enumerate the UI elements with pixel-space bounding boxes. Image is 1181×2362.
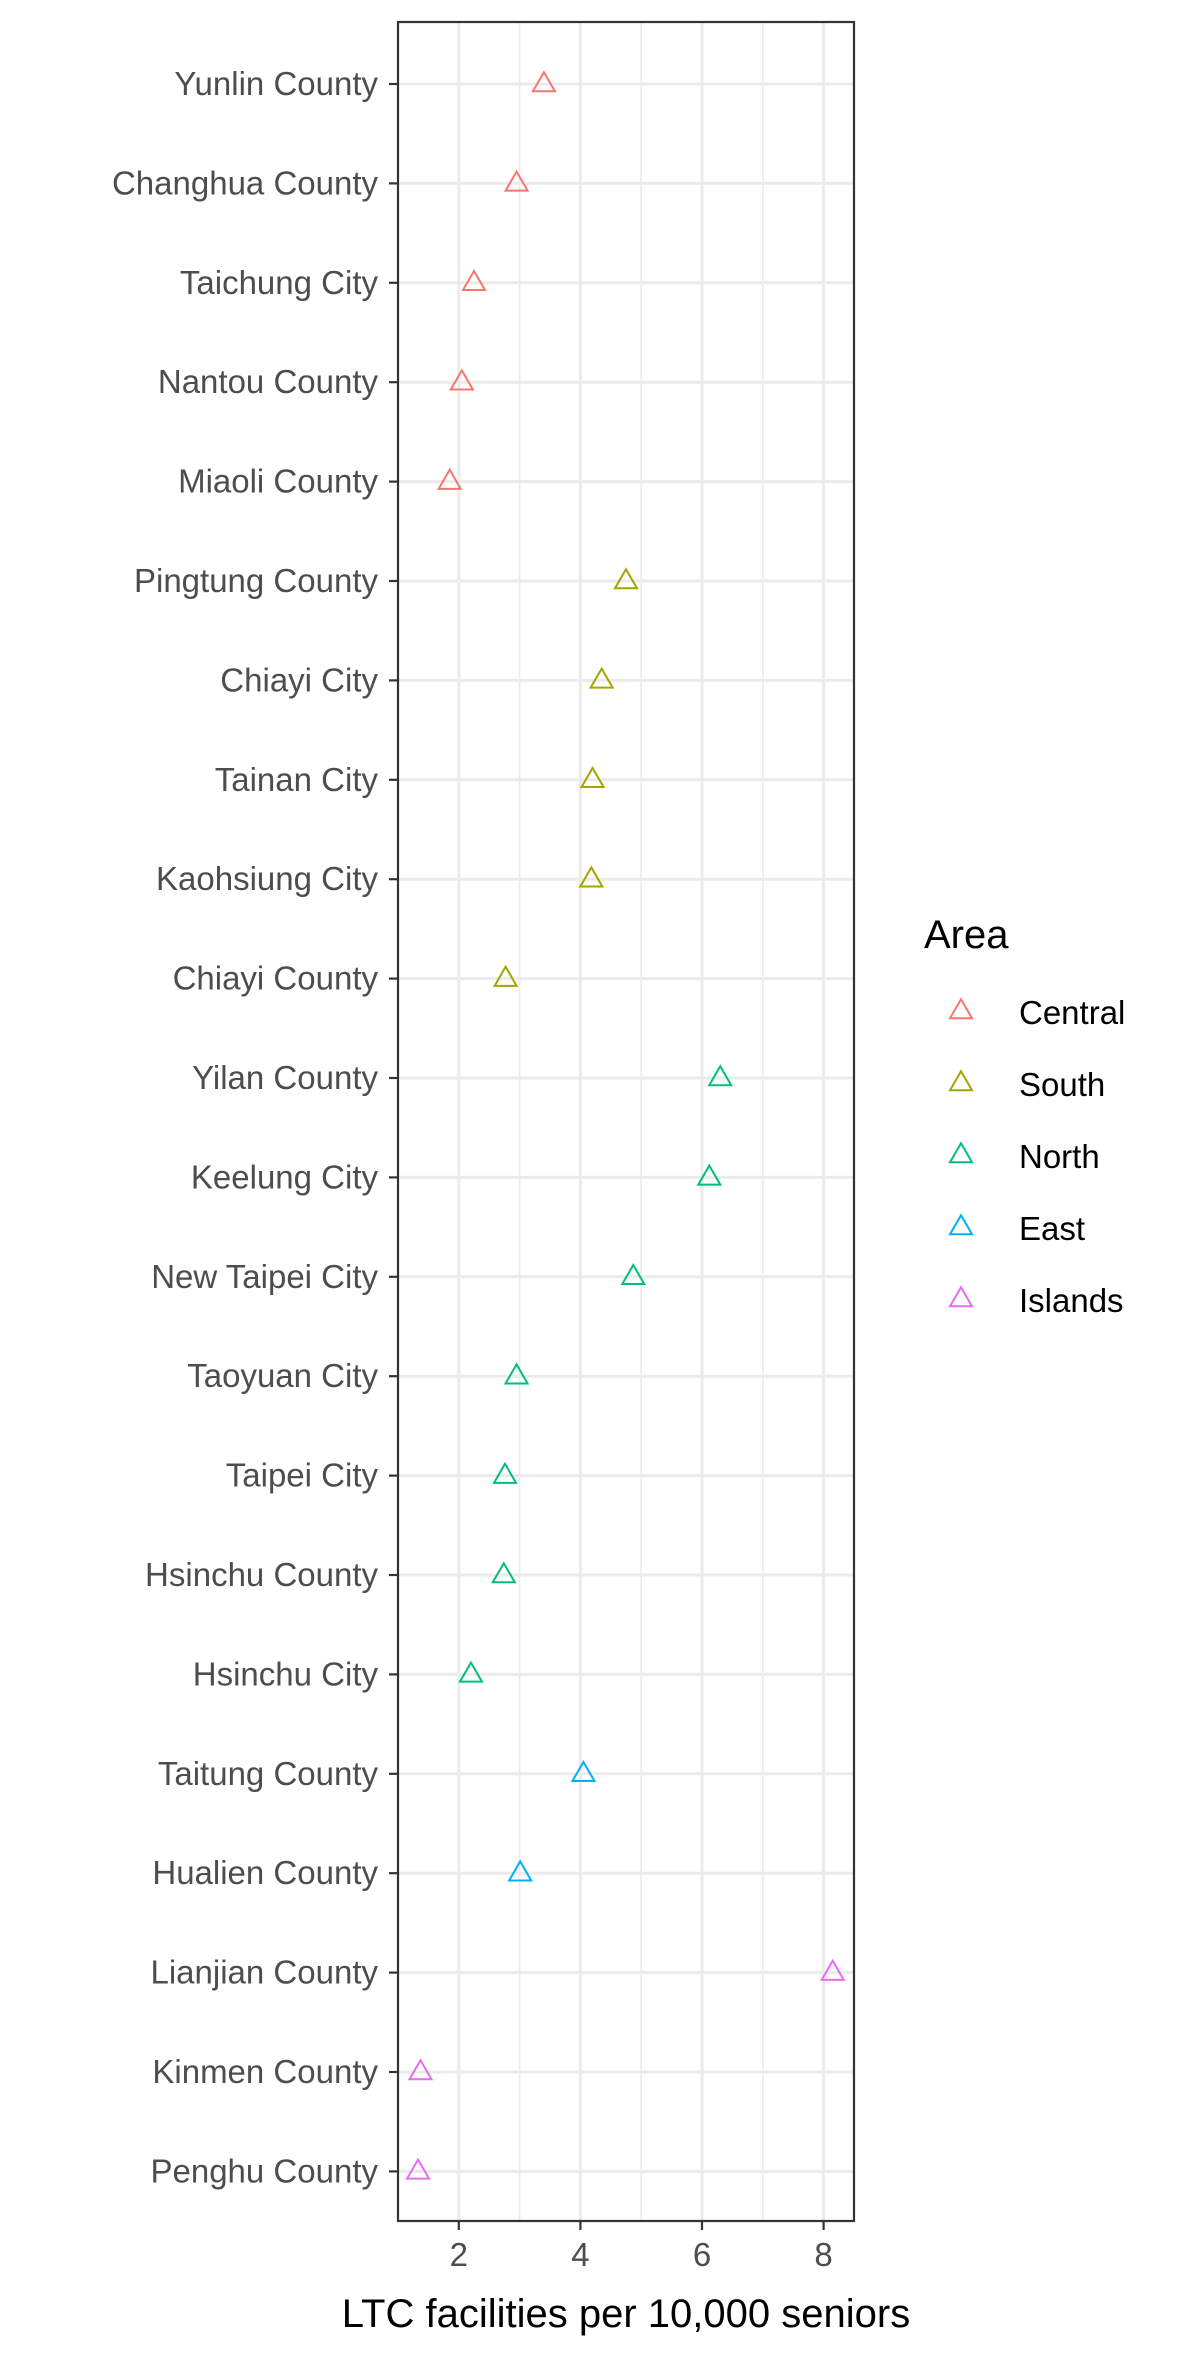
y-tick-label-taitung-county: Taitung County	[158, 1755, 379, 1792]
y-tick-label-penghu-county: Penghu County	[150, 2152, 378, 2189]
data-point-yunlin-county	[531, 70, 557, 93]
data-point-kinmen-county	[407, 2058, 434, 2081]
data-point-miaoli-county	[436, 467, 463, 490]
data-point-taoyuan-city	[503, 1362, 530, 1385]
y-tick-label-pingtung-county: Pingtung County	[134, 562, 379, 599]
legend-key-north	[948, 1141, 974, 1164]
data-point-nantou-county	[449, 368, 475, 391]
data-point-hsinchu-city	[458, 1660, 484, 1683]
y-tick-label-tainan-city: Tainan City	[215, 761, 379, 798]
grid-lines	[398, 22, 854, 2221]
y-tick-label-new-taipei-city: New Taipei City	[151, 1258, 378, 1295]
y-tick-label-kinmen-county: Kinmen County	[152, 2053, 378, 2090]
data-point-penghu-county	[405, 2157, 431, 2180]
x-tick-label: 6	[693, 2236, 711, 2273]
y-tick-label-nantou-county: Nantou County	[158, 363, 379, 400]
x-tick-label: 4	[571, 2236, 589, 2273]
y-tick-label-taipei-city: Taipei City	[226, 1457, 379, 1494]
x-axis-title: LTC facilities per 10,000 seniors	[342, 2292, 910, 2336]
data-points	[405, 70, 846, 2180]
data-point-taichung-city	[461, 268, 487, 292]
data-point-tainan-city	[579, 765, 606, 789]
data-point-hualien-county	[507, 1859, 533, 1882]
legend-label-east: East	[1019, 1210, 1085, 1247]
legend-label-central: Central	[1019, 994, 1125, 1031]
legend-title: Area	[924, 913, 1009, 957]
y-tick-label-yunlin-county: Yunlin County	[174, 65, 378, 102]
data-point-changhua-county	[503, 169, 530, 192]
y-tick-label-hualien-county: Hualien County	[152, 1854, 378, 1891]
data-point-chiayi-county	[492, 964, 519, 987]
y-tick-label-miaoli-county: Miaoli County	[178, 463, 378, 500]
y-tick-label-hsinchu-city: Hsinchu City	[193, 1655, 379, 1692]
y-tick-label-yilan-county: Yilan County	[192, 1059, 378, 1096]
data-point-hsinchu-county	[491, 1561, 517, 1584]
x-tick-label: 8	[814, 2236, 832, 2273]
data-point-lianjian-county	[819, 1958, 846, 1981]
y-tick-label-hsinchu-county: Hsinchu County	[145, 1556, 378, 1593]
data-point-kaohsiung-city	[578, 865, 605, 888]
x-tick-label: 2	[450, 2236, 468, 2273]
data-point-taitung-county	[570, 1759, 597, 1783]
y-tick-label-taichung-city: Taichung City	[180, 264, 379, 301]
panel-border	[396, 20, 856, 2223]
legend-label-south: South	[1019, 1066, 1105, 1103]
legend: Area Central South North East Islands	[924, 913, 1125, 1319]
data-point-taipei-city	[492, 1461, 518, 1484]
legend-key-east	[948, 1213, 974, 1236]
y-tick-label-kaohsiung-city: Kaohsiung City	[156, 860, 378, 897]
data-point-yilan-county	[707, 1064, 733, 1087]
y-tick-label-taoyuan-city: Taoyuan City	[187, 1357, 378, 1394]
legend-key-central	[948, 997, 974, 1020]
y-tick-label-chiayi-city: Chiayi City	[220, 661, 378, 698]
y-axis: Yunlin County Changhua County Taichung Cit…	[112, 65, 398, 2189]
data-point-chiayi-city	[588, 666, 615, 689]
y-tick-label-lianjian-county: Lianjian County	[151, 1954, 379, 1991]
data-point-pingtung-county	[613, 567, 639, 590]
legend-key-islands	[948, 1285, 974, 1308]
y-tick-label-changhua-county: Changhua County	[112, 164, 379, 201]
x-axis: 2 4 6 8	[450, 2221, 833, 2273]
legend-label-north: North	[1019, 1138, 1100, 1175]
y-tick-label-chiayi-county: Chiayi County	[173, 960, 379, 997]
legend-label-islands: Islands	[1019, 1282, 1124, 1319]
data-point-keelung-city	[696, 1163, 723, 1186]
data-point-new-taipei-city	[620, 1262, 647, 1286]
legend-key-south	[948, 1069, 974, 1092]
y-tick-label-keelung-city: Keelung City	[191, 1158, 379, 1195]
